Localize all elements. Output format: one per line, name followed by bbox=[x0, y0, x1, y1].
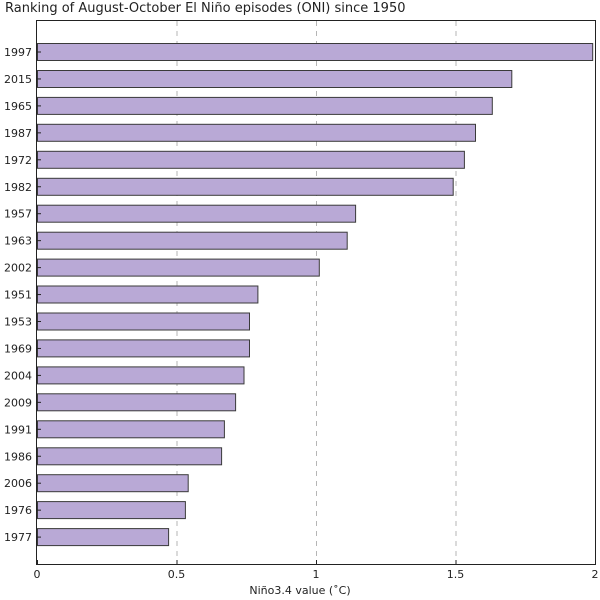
bar-2004 bbox=[37, 366, 245, 385]
x-tick-label-1: 0.5 bbox=[168, 568, 186, 581]
x-tick-label-0: 0 bbox=[34, 568, 41, 581]
bar-1963 bbox=[37, 231, 348, 250]
bar-1987 bbox=[37, 123, 476, 142]
y-tick-label-1972: 1972 bbox=[4, 154, 32, 167]
bar-1965 bbox=[37, 96, 493, 115]
y-tick-label-1982: 1982 bbox=[4, 181, 32, 194]
y-tick-label-1957: 1957 bbox=[4, 208, 32, 221]
bar-1957 bbox=[37, 204, 357, 223]
y-tick-label-1976: 1976 bbox=[4, 504, 32, 517]
chart-title: Ranking of August-October El Niño episod… bbox=[5, 1, 406, 16]
y-tick-label-1986: 1986 bbox=[4, 450, 32, 463]
y-tick-label-1987: 1987 bbox=[4, 127, 32, 140]
bar-1986 bbox=[37, 447, 223, 466]
bar-1991 bbox=[37, 420, 225, 439]
bar-1951 bbox=[37, 285, 259, 304]
y-tick-label-1965: 1965 bbox=[4, 100, 32, 113]
bar-2006 bbox=[37, 474, 189, 493]
x-tick-label-3: 1.5 bbox=[447, 568, 465, 581]
y-tick-label-1969: 1969 bbox=[4, 342, 32, 355]
bar-2002 bbox=[37, 258, 320, 277]
bar-2015 bbox=[37, 70, 513, 88]
bars-layer bbox=[37, 43, 594, 547]
bar-2009 bbox=[37, 393, 237, 412]
yticks-layer: 1997 2015 1965 1987 1972 1982 1957 1963 2002 1951… bbox=[4, 46, 41, 544]
x-tick-label-4: 2 bbox=[592, 568, 599, 581]
bar-1997 bbox=[37, 43, 594, 61]
bar-1977 bbox=[37, 528, 170, 547]
x-axis-label: Niño3.4 value (˚C) bbox=[249, 584, 350, 597]
bar-1972 bbox=[37, 150, 465, 169]
bar-1969 bbox=[37, 339, 250, 358]
y-tick-label-1997: 1997 bbox=[4, 46, 32, 59]
xticks-layer: 0 0.5 1 1.5 2 bbox=[34, 560, 599, 581]
x-tick-label-2: 1 bbox=[313, 568, 320, 581]
y-tick-label-2002: 2002 bbox=[4, 262, 32, 275]
y-tick-label-1963: 1963 bbox=[4, 235, 32, 248]
y-tick-label-1977: 1977 bbox=[4, 531, 32, 544]
y-tick-label-2015: 2015 bbox=[4, 73, 32, 86]
bar-1953 bbox=[37, 312, 250, 331]
y-tick-label-1953: 1953 bbox=[4, 316, 32, 329]
bar-1982 bbox=[37, 177, 454, 196]
y-tick-label-1951: 1951 bbox=[4, 289, 32, 302]
bar-1976 bbox=[37, 501, 186, 520]
y-tick-label-2006: 2006 bbox=[4, 477, 32, 490]
y-tick-label-2004: 2004 bbox=[4, 369, 32, 382]
y-tick-label-1991: 1991 bbox=[4, 423, 32, 436]
y-tick-label-2009: 2009 bbox=[4, 396, 32, 409]
plot-frame bbox=[36, 20, 596, 565]
